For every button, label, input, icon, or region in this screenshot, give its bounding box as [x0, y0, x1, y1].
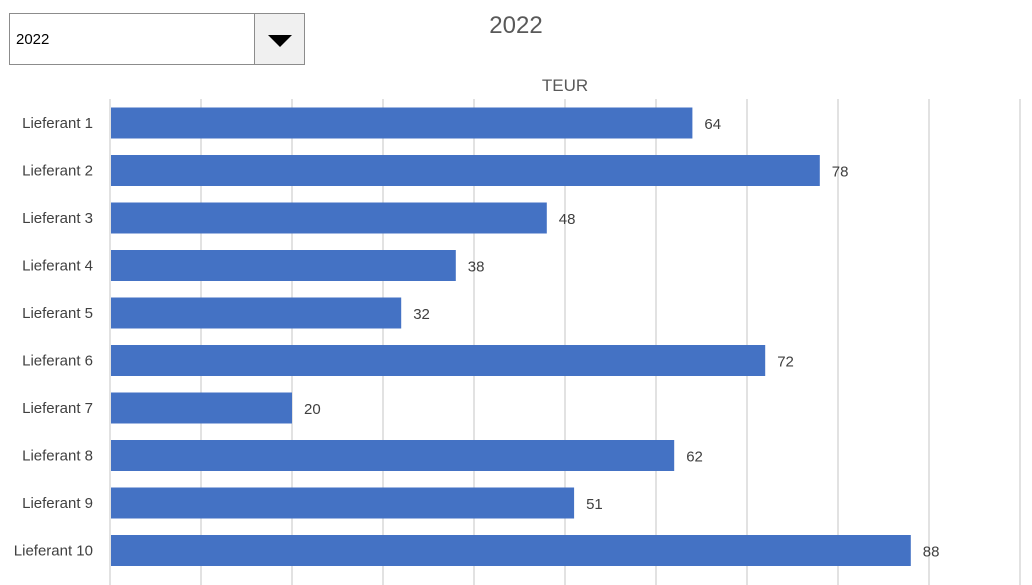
bar	[111, 535, 911, 566]
category-label: Lieferant 6	[22, 353, 93, 370]
data-label: 32	[413, 306, 430, 323]
data-label: 78	[832, 164, 849, 181]
category-label: Lieferant 4	[22, 258, 93, 275]
data-label: 38	[468, 259, 485, 276]
bar	[111, 345, 766, 376]
category-label: Lieferant 1	[22, 115, 93, 132]
bar	[111, 440, 675, 471]
year-dropdown-button[interactable]	[254, 14, 304, 64]
bar	[111, 155, 820, 186]
data-label: 48	[559, 211, 576, 228]
category-label: Lieferant 2	[22, 163, 93, 180]
data-label: 51	[586, 496, 603, 513]
data-label: 20	[304, 401, 321, 418]
data-label: 88	[923, 544, 940, 561]
bar	[111, 250, 456, 281]
category-label: Lieferant 3	[22, 210, 93, 227]
bar	[111, 487, 575, 519]
bar	[111, 297, 402, 329]
axis-title: TEUR	[542, 76, 588, 95]
bar	[111, 202, 547, 234]
category-label: Lieferant 8	[22, 448, 93, 465]
bar	[111, 392, 292, 424]
bar	[111, 107, 693, 139]
category-label: Lieferant 9	[22, 495, 93, 512]
category-label: Lieferant 10	[14, 543, 93, 560]
data-label: 72	[777, 354, 794, 371]
triangle-down-icon	[268, 35, 292, 47]
category-label: Lieferant 5	[22, 305, 93, 322]
data-label: 64	[704, 116, 721, 133]
year-dropdown[interactable]: 2022	[9, 13, 305, 65]
category-label: Lieferant 7	[22, 400, 93, 417]
data-label: 62	[686, 449, 703, 466]
year-dropdown-value: 2022	[16, 31, 50, 48]
chart-title: 2022	[489, 12, 543, 39]
